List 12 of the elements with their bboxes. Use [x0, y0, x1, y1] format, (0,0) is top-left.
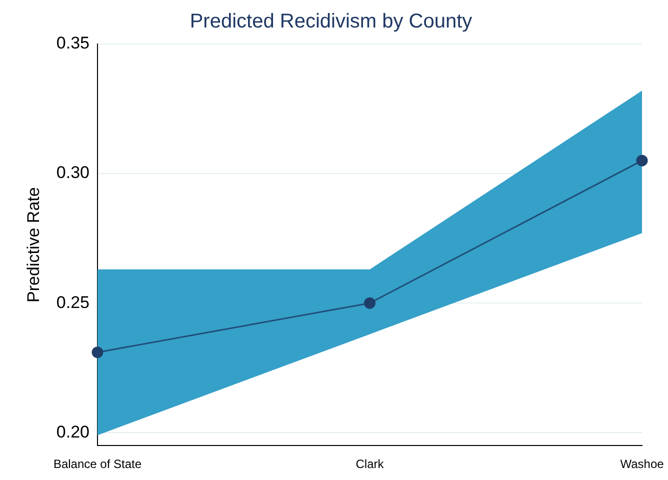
y-tick-label: 0.25 — [56, 292, 90, 312]
x-tick-label: Balance of State — [53, 457, 142, 472]
point — [636, 154, 648, 166]
y-tick-label: 0.20 — [56, 422, 90, 442]
point — [364, 297, 376, 309]
y-axis-title: Predictive Rate — [24, 187, 43, 302]
y-tick-label: 0.35 — [56, 34, 90, 53]
point — [92, 346, 104, 358]
x-tick-label: Washoe — [620, 457, 664, 472]
x-tick-label: Clark — [356, 457, 385, 472]
y-tick-label: 0.30 — [56, 163, 90, 182]
chart-title: Predicted Recidivism by County — [190, 10, 472, 33]
